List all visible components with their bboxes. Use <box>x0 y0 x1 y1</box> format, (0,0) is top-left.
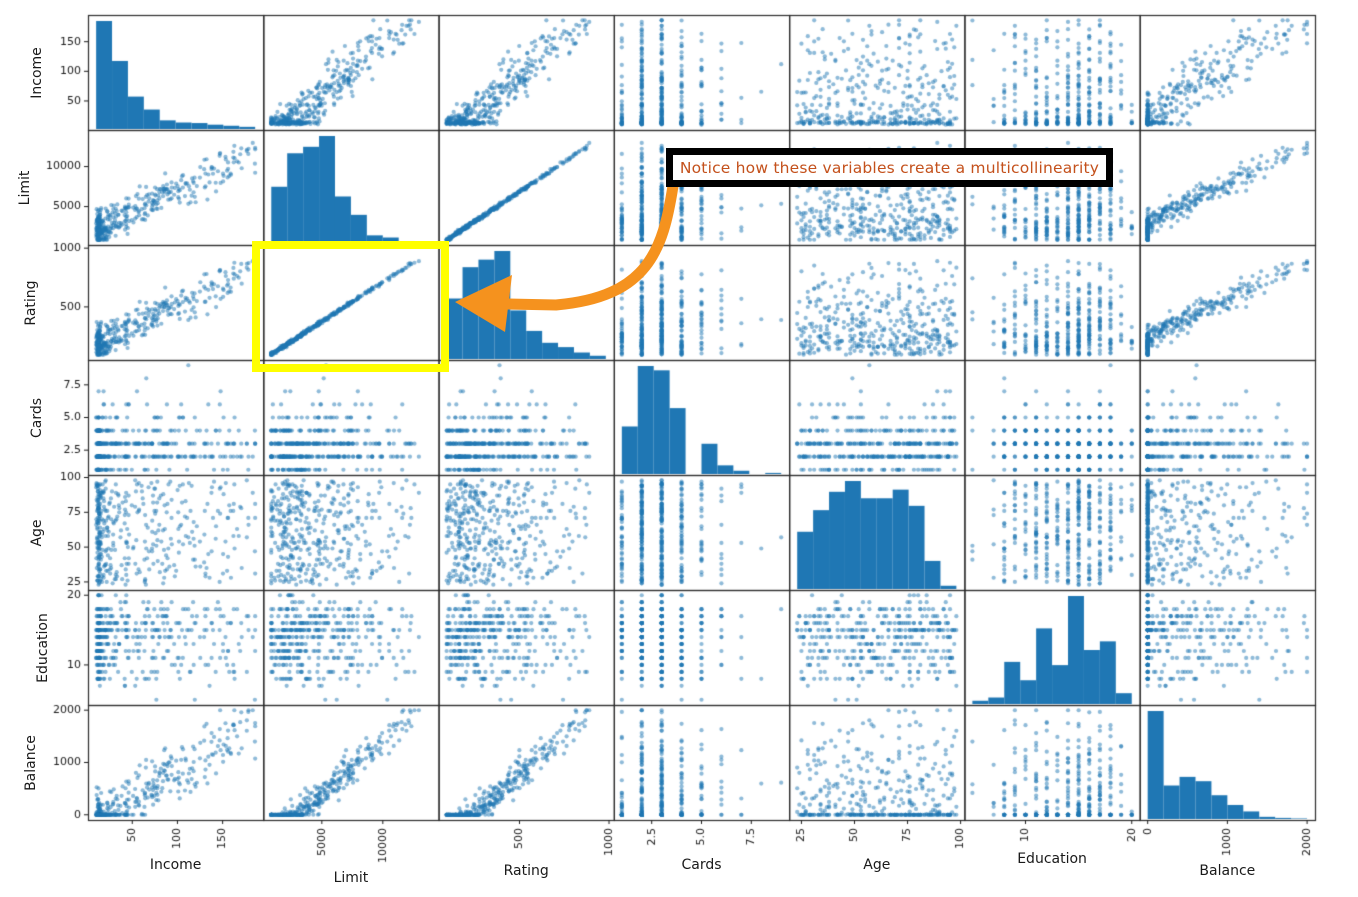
row-label-education: Education <box>35 612 52 683</box>
annotation-text: Notice how these variables create a mult… <box>679 158 1100 177</box>
row-label-rating: Rating <box>22 279 39 326</box>
annotation-box: Notice how these variables create a mult… <box>666 148 1113 187</box>
multicollinearity-highlight <box>252 241 449 372</box>
col-label-age: Age <box>863 856 891 873</box>
col-label-rating: Rating <box>503 863 549 880</box>
row-label-cards: Cards <box>29 397 46 438</box>
col-label-balance: Balance <box>1199 863 1256 880</box>
row-label-balance: Balance <box>22 734 39 791</box>
col-label-income: Income <box>149 856 202 873</box>
col-label-limit: Limit <box>333 869 369 886</box>
row-label-limit: Limit <box>16 170 33 205</box>
col-label-education: Education <box>1017 850 1087 867</box>
row-label-income: Income <box>29 46 46 99</box>
row-label-age: Age <box>29 518 46 547</box>
col-label-cards: Cards <box>681 856 722 873</box>
